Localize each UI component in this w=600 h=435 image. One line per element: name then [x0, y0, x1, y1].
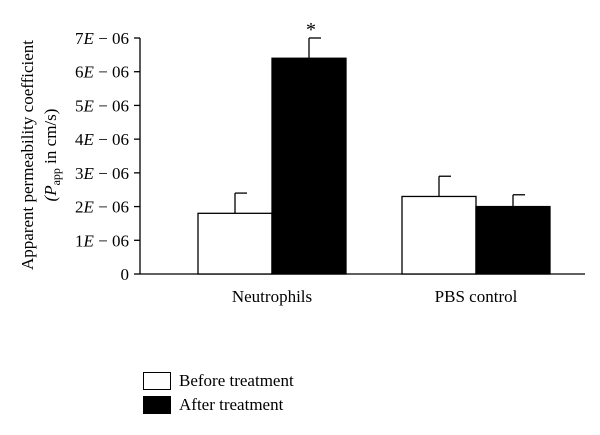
x-tick-group: Neutrophils PBS control [232, 287, 518, 306]
y-axis-label-line2: (Papp in cm/s) [41, 109, 63, 202]
bar-pbs-control-before [401, 195, 477, 275]
legend: Before treatment After treatment [143, 369, 294, 417]
x-category-label-pbs-control: PBS control [435, 287, 518, 306]
y-axis-label-line1: Apparent permeability coefficient [18, 40, 37, 270]
bar-neutrophils-before [197, 212, 273, 275]
y-tick-label-2: 2E − 06 [75, 198, 129, 217]
y-tick-label-1: 1E − 06 [75, 231, 129, 250]
y-tick-label-5: 5E − 06 [75, 96, 129, 115]
bar-neutrophils-after [271, 57, 347, 275]
y-tick-group: 0 1E − 06 2E − 06 3E − 06 4E − 06 5E − 06 6E −… [75, 29, 140, 284]
bar-group: * [197, 19, 551, 275]
legend-label-before: Before treatment [179, 371, 294, 390]
legend-label-after: After treatment [179, 395, 284, 414]
y-tick-label-3: 3E − 06 [75, 164, 129, 183]
significance-annotation: * [306, 19, 316, 41]
legend-swatch-before [143, 372, 171, 390]
x-category-label-neutrophils: Neutrophils [232, 287, 312, 306]
bar-chart: Apparent permeability coefficient (Papp … [18, 19, 585, 306]
legend-item-after: After treatment [143, 393, 294, 417]
legend-item-before: Before treatment [143, 369, 294, 393]
y-tick-label-0: 0 [121, 265, 130, 284]
y-tick-label-6: 6E − 06 [75, 63, 129, 82]
y-axis-label: Apparent permeability coefficient (Papp … [18, 40, 63, 270]
bar-pbs-control-after [475, 205, 551, 275]
y-tick-label-7: 7E − 06 [75, 29, 129, 48]
legend-swatch-after [143, 396, 171, 414]
y-tick-label-4: 4E − 06 [75, 130, 129, 149]
